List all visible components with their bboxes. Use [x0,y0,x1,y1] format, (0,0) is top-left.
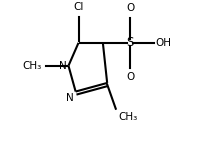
Text: N: N [59,61,66,71]
Text: OH: OH [155,38,171,48]
Text: N: N [66,93,74,103]
Text: Cl: Cl [73,2,84,12]
Text: O: O [126,72,134,82]
Text: S: S [126,36,134,49]
Text: CH₃: CH₃ [118,112,137,122]
Text: CH₃: CH₃ [23,61,42,71]
Text: O: O [126,4,134,13]
